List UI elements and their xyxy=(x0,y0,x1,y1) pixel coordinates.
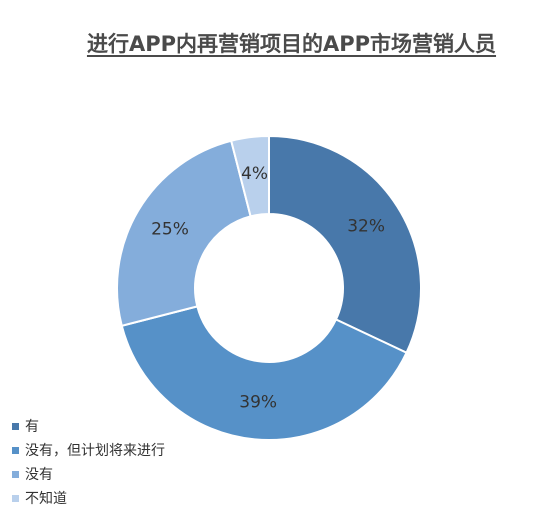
legend-item: 没有，但计划将来进行 xyxy=(12,438,165,462)
slice-label-2: 39% xyxy=(239,392,277,412)
donut-slice-3 xyxy=(116,139,252,328)
legend-swatch xyxy=(12,494,19,502)
slice-label-3: 25% xyxy=(151,219,189,239)
chart-legend: 有没有，但计划将来进行 没有不知道 xyxy=(12,414,165,510)
legend-swatch xyxy=(12,422,19,430)
chart-slice-labels: 32% 39% 25% 4% xyxy=(151,164,385,413)
chart-slices xyxy=(116,134,422,441)
legend-item: 不知道 xyxy=(12,486,165,510)
legend-swatch xyxy=(12,446,19,454)
legend-label: 有 xyxy=(25,419,39,435)
donut-slice-4 xyxy=(229,134,270,218)
slice-label-4: 4% xyxy=(241,164,268,184)
legend-label: 没有，但计划将来进行 xyxy=(25,443,165,459)
donut-slice-1 xyxy=(268,134,422,355)
legend-swatch xyxy=(12,470,19,478)
chart-title: 进行APP内再营销项目的APP市场营销人员 xyxy=(86,32,497,56)
legend-label: 不知道 xyxy=(25,491,67,507)
slice-label-1: 32% xyxy=(347,216,385,236)
legend-label: 没有 xyxy=(25,467,53,483)
legend-item: 没有 xyxy=(12,462,165,486)
donut-slice-2 xyxy=(120,305,408,441)
legend-item: 有 xyxy=(12,414,165,438)
